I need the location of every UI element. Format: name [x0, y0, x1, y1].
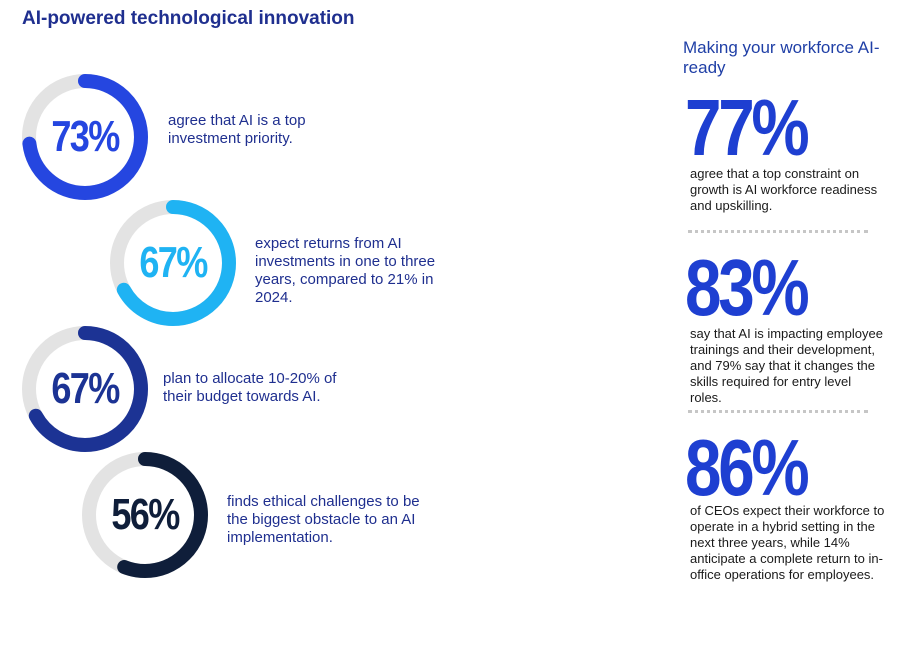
donut-value-label: 67%: [139, 238, 208, 287]
donut-arc: [82, 452, 208, 578]
stat-description-3: plan to allocate 10-20% of their budget …: [163, 370, 337, 405]
stat-description-1: agree that AI is a top investment priori…: [168, 112, 306, 147]
donut-chart-3: 67%: [20, 324, 150, 454]
donut-arc: [22, 74, 148, 200]
stat-description-4: finds ethical challenges to be the bigge…: [227, 493, 420, 546]
donut-chart-4: 56%: [80, 450, 210, 580]
donut-chart-1: 73%: [20, 72, 150, 202]
donut-arc: [22, 326, 148, 452]
big-stat-value-1: 77%: [685, 83, 810, 172]
stat-description-2: expect returns from AI investments in on…: [255, 235, 436, 306]
sidebar-title: Making your workforce AI-ready: [683, 38, 880, 77]
big-stat-value-3: 86%: [685, 423, 810, 512]
big-stat-text-1: agree that a top constraint on growth is…: [690, 166, 878, 213]
big-stat-value-2: 83%: [685, 243, 810, 332]
big-stat-text-2: say that AI is impacting employee traini…: [690, 326, 883, 405]
donut-value-label: 67%: [51, 364, 120, 413]
dotted-divider: [688, 410, 868, 413]
page-title: AI-powered technological innovation: [22, 8, 355, 29]
big-stat-text-3: of CEOs expect their workforce to operat…: [690, 503, 885, 582]
dotted-divider: [688, 230, 868, 233]
donut-value-label: 73%: [51, 112, 120, 161]
donut-chart-2: 67%: [108, 198, 238, 328]
donut-arc: [110, 200, 236, 326]
donut-value-label: 56%: [111, 490, 180, 539]
